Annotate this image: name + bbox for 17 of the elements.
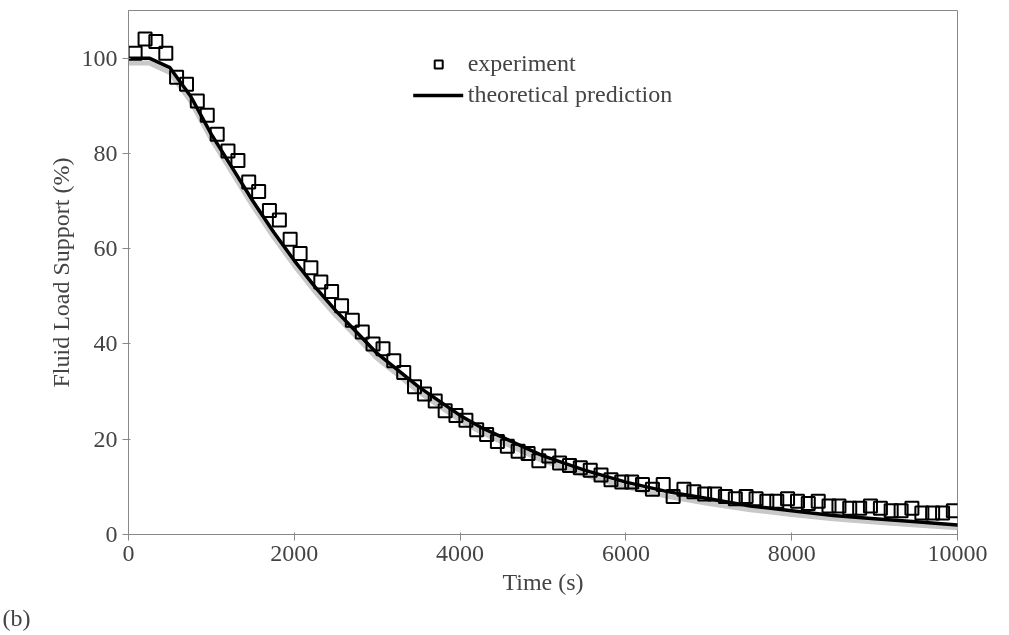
x-tick-label: 4000	[436, 539, 485, 566]
x-tick-label: 8000	[767, 539, 816, 566]
y-tick-label: 60	[93, 235, 118, 262]
x-axis-title: Time (s)	[502, 568, 584, 595]
y-tick-label: 0	[105, 521, 118, 547]
y-tick-label: 80	[93, 139, 118, 166]
y-axis-title: Fluid Load Support (%)	[47, 157, 74, 388]
x-tick-label: 10000	[927, 539, 988, 566]
legend-label: experiment	[467, 50, 576, 77]
x-tick-label: 0	[122, 539, 135, 566]
legend-label: theoretical prediction	[467, 81, 673, 108]
x-tick-label: 6000	[601, 539, 650, 566]
text: (b)	[2, 604, 31, 631]
x-tick-label: 2000	[270, 539, 319, 566]
y-tick-label: 100	[81, 44, 118, 71]
y-tick-label: 40	[93, 330, 118, 357]
y-tick-label: 20	[93, 425, 118, 452]
